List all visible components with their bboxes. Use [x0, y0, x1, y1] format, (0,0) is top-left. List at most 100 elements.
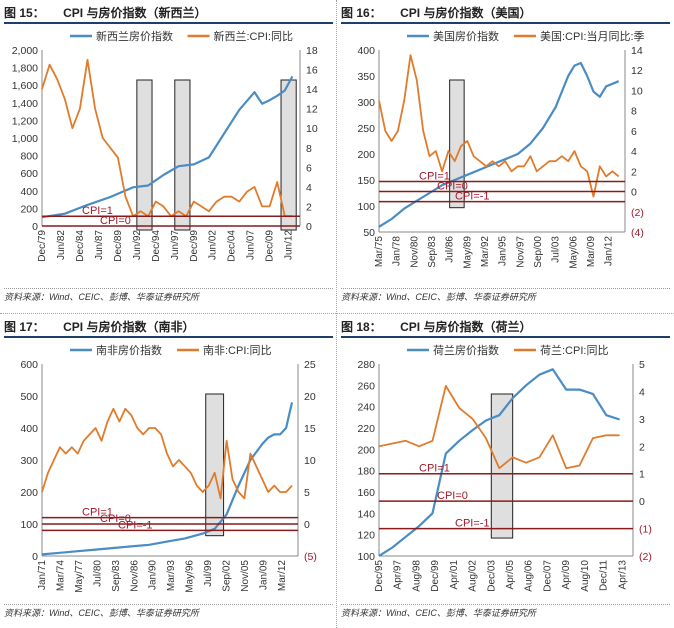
legend-label: 荷兰房价指数 — [433, 343, 499, 357]
x-tick-label: Dec/95 — [374, 560, 385, 592]
chart-svg: 荷兰房价指数 荷兰:CPI:同比1001201401601802002202402… — [357, 343, 652, 592]
y-right-tick-label: 2 — [631, 166, 637, 178]
x-tick-label: May/06 — [568, 236, 579, 269]
legend-label: 美国:CPI:当月同比:季 — [540, 29, 645, 43]
y-right-tick-label: 3 — [639, 414, 645, 426]
y-right-tick-label: 10 — [631, 85, 643, 97]
x-tick-label: Mar/74 — [55, 560, 66, 592]
x-tick-label: Dec/03 — [486, 560, 497, 592]
shaded-period — [174, 79, 191, 231]
x-tick-label: Jun/02 — [208, 230, 219, 260]
y-right-tick-label: 10 — [304, 455, 316, 467]
x-tick-label: Jul/86 — [445, 236, 456, 263]
y-left-tick-label: 160 — [357, 487, 375, 499]
reference-line-label: CPI=1 — [419, 463, 450, 475]
reference-line-label: CPI=1 — [82, 205, 113, 217]
reference-line-label: CPI=0 — [100, 513, 131, 525]
x-tick-label: Mar/92 — [480, 236, 491, 268]
y-left-tick-label: 50 — [363, 227, 375, 239]
reference-line-label: CPI=-1 — [455, 191, 490, 203]
y-right-tick-label: 10 — [306, 123, 318, 135]
house-price-index-line — [378, 61, 620, 228]
x-tick-label: Jan/09 — [258, 560, 269, 590]
y-right-tick-label: 14 — [306, 84, 318, 96]
x-tick-label: Nov/05 — [240, 560, 251, 592]
reference-line-label: CPI=-1 — [118, 519, 153, 531]
x-tick-label: Jun/87 — [94, 230, 105, 260]
x-tick-label: Nov/86 — [129, 560, 140, 592]
y-right-tick-label: 18 — [306, 45, 318, 57]
y-left-tick-label: 200 — [357, 149, 375, 161]
y-left-tick-label: 180 — [357, 466, 375, 478]
y-right-tick-label: (2) — [639, 551, 652, 563]
y-left-tick-label: 1,600 — [12, 80, 38, 92]
x-tick-label: May/89 — [462, 236, 473, 269]
legend-label: 新西兰房价指数 — [96, 29, 173, 43]
reference-line-label: CPI=0 — [437, 181, 468, 193]
x-tick-label: Sep/00 — [533, 236, 544, 268]
x-tick-label: Apr/09 — [561, 560, 572, 590]
y-left-tick-label: 600 — [20, 359, 38, 371]
y-left-tick-label: 350 — [357, 71, 375, 83]
x-tick-label: Jul/80 — [92, 560, 103, 587]
x-tick-label: Jan/90 — [148, 560, 159, 590]
shaded-period — [136, 79, 153, 231]
cpi-yoy-line — [41, 407, 293, 500]
y-right-tick-label: 8 — [306, 143, 312, 155]
legend-label: 美国房价指数 — [433, 29, 499, 43]
figure-title: CPI 与房价指数（南非） — [63, 320, 195, 334]
figure-number: 图 16： — [341, 6, 382, 20]
y-left-tick-label: 200 — [20, 487, 38, 499]
y-right-tick-label: 20 — [304, 391, 316, 403]
y-right-tick-label: 4 — [306, 182, 312, 194]
y-right-tick-label: 6 — [306, 162, 312, 174]
x-tick-label: Jan/95 — [498, 236, 509, 266]
y-right-tick-label: 12 — [306, 104, 318, 116]
x-tick-label: Jan/71 — [37, 560, 48, 590]
legend-label: 荷兰:CPI:同比 — [540, 344, 608, 357]
reference-line-label: CPI=1 — [82, 507, 113, 519]
x-tick-label: Sep/83 — [111, 560, 122, 592]
x-tick-label: Dec/04 — [227, 230, 238, 262]
y-left-tick-label: 1,800 — [12, 63, 38, 75]
chart-panel-south-africa: 图 17： CPI 与房价指数（南非） 南非房价指数 南非:CPI:同比 0 100 2… — [0, 314, 337, 628]
x-tick-label: Jul/99 — [203, 560, 214, 587]
y-right-tick-label: 5 — [639, 359, 645, 371]
y-right-tick-label: 6 — [631, 126, 637, 138]
y-left-tick-label: 1,400 — [12, 98, 38, 110]
y-left-tick-label: 0 — [32, 551, 38, 563]
x-tick-label: Aug/98 — [411, 560, 422, 592]
y-left-tick-label: 120 — [357, 530, 375, 542]
y-left-tick-label: 400 — [20, 186, 38, 198]
y-left-tick-label: 280 — [357, 359, 375, 371]
y-left-tick-label: 400 — [20, 423, 38, 435]
figure-title: CPI 与房价指数（荷兰） — [400, 320, 532, 334]
x-tick-label: Apr/97 — [393, 560, 404, 590]
figure-number: 图 17： — [4, 320, 45, 334]
y-right-tick-label: 0 — [631, 187, 637, 199]
x-tick-label: May/77 — [74, 560, 85, 593]
x-tick-label: Dec/11 — [599, 560, 610, 591]
y-left-tick-label: 260 — [357, 380, 375, 392]
chart-title-bar: 图 15： CPI 与房价指数（新西兰） — [4, 4, 333, 24]
chart-svg: 美国房价指数 美国:CPI:当月同比:季501001502002503003504… — [357, 29, 645, 269]
legend-label: 南非:CPI:同比 — [203, 344, 271, 357]
x-tick-label: Nov/97 — [515, 236, 526, 268]
source-note: 资料来源：Wind、CEIC、彭博、华泰证券研究所 — [4, 288, 333, 305]
y-left-tick-label: 150 — [357, 175, 375, 187]
y-right-tick-label: 4 — [639, 386, 645, 398]
chart-title-bar: 图 18： CPI 与房价指数（荷兰） — [341, 318, 670, 338]
y-right-tick-label: 15 — [304, 423, 316, 435]
reference-line-label: CPI=1 — [419, 170, 450, 182]
x-tick-label: Dec/07 — [542, 560, 553, 592]
y-left-tick-label: 100 — [357, 551, 375, 563]
x-tick-label: Jun/07 — [246, 230, 257, 260]
reference-line-label: CPI=0 — [100, 215, 131, 227]
x-tick-label: Apr/05 — [505, 560, 516, 590]
x-tick-label: Dec/99 — [430, 560, 441, 592]
x-tick-label: Aug/06 — [524, 560, 535, 592]
y-right-tick-label: 4 — [631, 146, 637, 158]
x-tick-label: Jun/12 — [284, 230, 295, 260]
x-tick-label: Dec/99 — [189, 230, 200, 262]
y-right-tick-label: 12 — [631, 65, 643, 77]
